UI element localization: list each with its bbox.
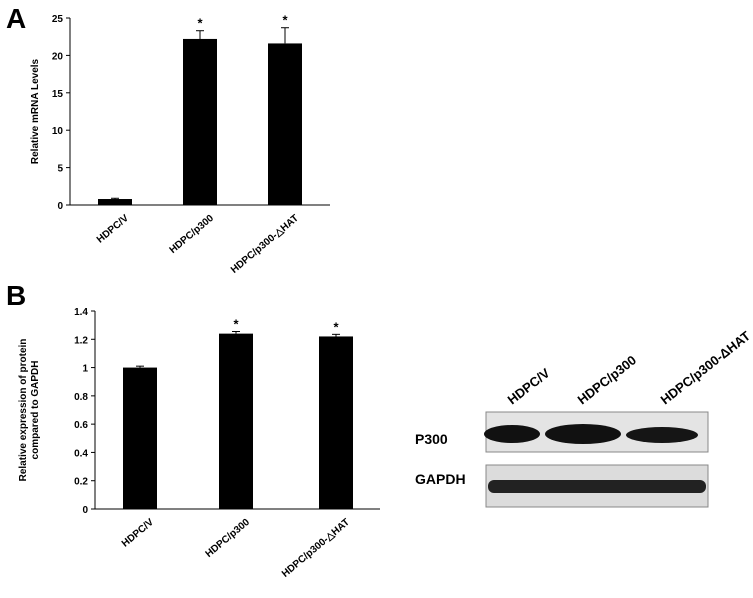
y-tick-label: 20	[52, 51, 64, 62]
bar	[123, 367, 157, 509]
blot-band	[488, 480, 706, 493]
significance-marker: *	[282, 13, 288, 28]
y-tick-label: 0.8	[74, 392, 88, 403]
bar	[219, 333, 253, 509]
y-tick-label: 0.2	[74, 477, 88, 488]
significance-marker: *	[233, 317, 239, 332]
panel-label: A	[6, 3, 26, 34]
y-axis-label: Relative expression of protein	[18, 339, 29, 482]
blot-band	[545, 424, 621, 444]
y-tick-label: 0.6	[74, 420, 88, 431]
significance-marker: *	[333, 319, 339, 334]
y-tick-label: 5	[57, 164, 63, 175]
blot-row-label: GAPDH	[415, 471, 466, 487]
y-tick-label: 25	[52, 14, 64, 25]
significance-marker: *	[197, 16, 203, 31]
x-tick-label: HDPC/p300-△HAT	[229, 213, 301, 276]
blot-lane-label: HDPC/p300	[575, 352, 639, 407]
y-tick-label: 15	[52, 89, 64, 100]
y-tick-label: 0.4	[74, 448, 88, 459]
y-tick-label: 1.4	[74, 307, 88, 318]
x-tick-label: HDPC/p300	[168, 213, 217, 256]
y-tick-label: 1.2	[74, 335, 88, 346]
x-tick-label: HDPC/p300-△HAT	[280, 517, 352, 580]
y-tick-label: 10	[52, 126, 64, 137]
western-blot: P300 GAPDH HDPC/V HDPC/p300 HDPC/p300-ΔH…	[415, 328, 753, 508]
bar	[98, 199, 132, 205]
y-axis-label: Relative mRNA Levels	[30, 58, 41, 164]
x-tick-label: HDPC/V	[95, 213, 131, 246]
bar	[183, 38, 217, 205]
blot-lane-label: HDPC/V	[505, 365, 553, 407]
x-tick-label: HDPC/p300	[204, 517, 253, 560]
y-tick-label: 0	[82, 505, 88, 516]
bar	[319, 336, 353, 509]
y-tick-label: 1	[82, 364, 88, 375]
blot-row-label: P300	[415, 431, 448, 447]
y-axis-label: compared to GAPDH	[30, 361, 41, 460]
panel-label: B	[6, 280, 26, 311]
blot-band	[626, 427, 698, 443]
bar	[268, 43, 302, 205]
blot-lane-label: HDPC/p300-ΔHAT	[658, 328, 753, 407]
x-tick-label: HDPC/V	[120, 517, 156, 550]
blot-band	[484, 425, 540, 443]
y-tick-label: 0	[57, 201, 63, 212]
